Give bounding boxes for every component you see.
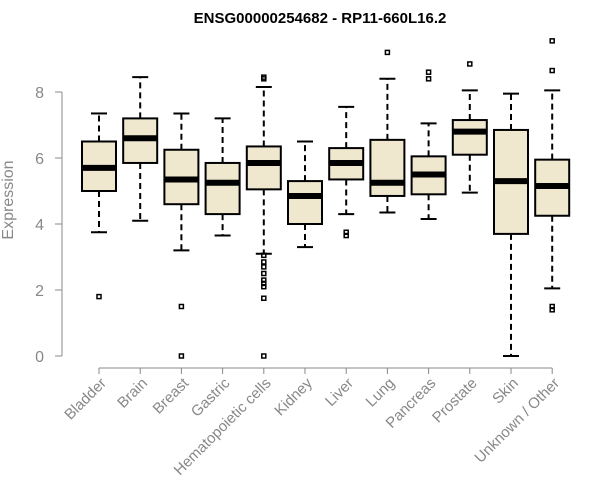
outlier-point (425, 69, 432, 75)
box-brain (122, 76, 159, 222)
box-kidney (287, 140, 323, 249)
outlier-point (425, 76, 432, 82)
y-tick-label: 8 (35, 85, 44, 102)
box-breast (163, 112, 200, 359)
outlier-point (384, 49, 391, 56)
y-axis-label: Expression (0, 160, 17, 239)
iqr-box (204, 161, 241, 216)
box-liver (328, 105, 365, 239)
outlier-point (261, 264, 267, 270)
box-prostate (451, 61, 488, 194)
x-tick-label: Bladder (61, 375, 110, 424)
y-tick-label: 2 (35, 283, 44, 300)
y-tick-label: 6 (35, 151, 44, 168)
x-tick-label: Lung (363, 375, 399, 411)
outlier-point (261, 259, 267, 265)
x-tick-label: Brain (114, 375, 151, 412)
outlier-point (549, 67, 555, 74)
x-tick-label: Liver (322, 375, 357, 410)
y-tick-label: 0 (35, 349, 44, 366)
x-tick-label: Prostate (429, 375, 481, 427)
axes: 0 2 4 6 8 (35, 85, 553, 369)
iqr-box (287, 180, 323, 226)
outlier-point (261, 353, 267, 359)
boxes-group (81, 38, 571, 359)
outlier-point (549, 307, 555, 313)
x-tick-label: Skin (489, 375, 522, 408)
box-gastric (204, 117, 241, 237)
outlier-point (178, 353, 185, 359)
outlier-point (261, 76, 267, 82)
outlier-point (261, 252, 267, 259)
iqr-box (369, 138, 406, 197)
box-lung (369, 49, 406, 214)
outlier-point (261, 270, 267, 277)
box-hematopoietic-cells (245, 74, 282, 359)
box-bladder (81, 112, 117, 300)
iqr-box (245, 145, 282, 191)
outlier-point (467, 61, 473, 67)
box-unknown-other (534, 38, 571, 313)
iqr-box (451, 119, 488, 156)
box-skin (493, 92, 529, 357)
x-tick-label: Breast (150, 374, 193, 417)
x-tick-label: Kidney (271, 374, 316, 419)
outlier-point (549, 38, 555, 44)
outlier-point (96, 293, 102, 300)
outlier-point (261, 295, 267, 301)
outlier-point (343, 232, 349, 239)
outlier-point (261, 283, 267, 290)
box-pancreas (410, 69, 447, 221)
chart-title: ENSG00000254682 - RP11-660L16.2 (194, 10, 447, 27)
y-tick-label: 4 (35, 217, 44, 234)
outlier-point (178, 303, 185, 310)
